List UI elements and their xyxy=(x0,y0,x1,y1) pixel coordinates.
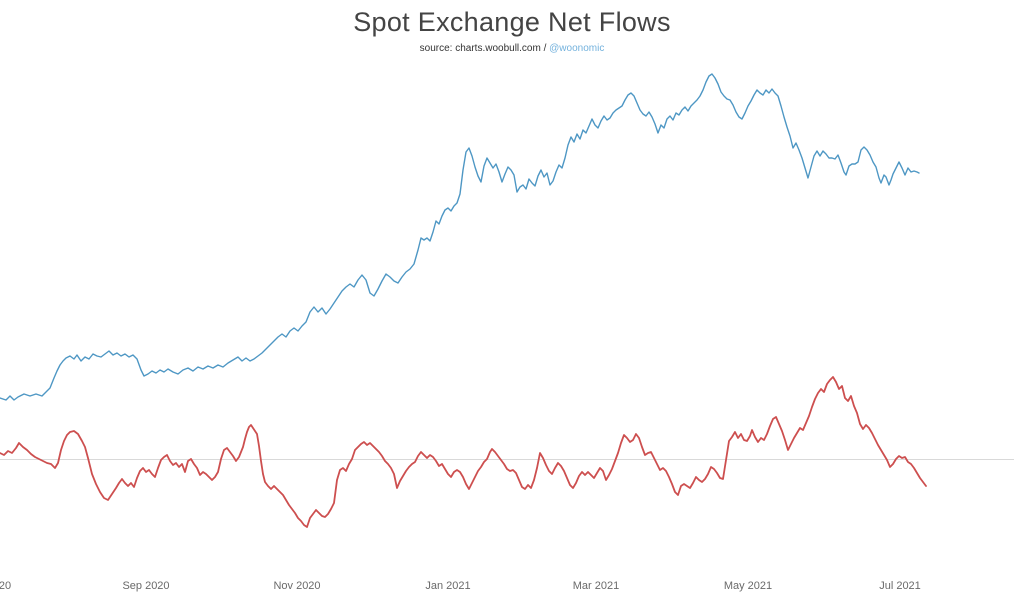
source-author-link[interactable]: @woonomic xyxy=(549,43,605,55)
x-axis-tick: 20 xyxy=(0,580,12,592)
x-axis-tick: Mar 2021 xyxy=(572,580,620,592)
upper-blue-line-series xyxy=(0,73,920,401)
lower-red-line-series xyxy=(0,376,927,528)
x-axis-tick: Nov 2020 xyxy=(273,580,321,592)
x-axis-tick: Jul 2021 xyxy=(879,580,921,592)
x-axis-tick: Jan 2021 xyxy=(425,580,471,592)
x-axis: 20 Sep 2020 Nov 2020 Jan 2021 Mar 2021 May 20… xyxy=(0,580,1024,598)
x-axis-tick: May 2021 xyxy=(723,580,773,592)
x-axis-tick: Sep 2020 xyxy=(122,580,170,592)
